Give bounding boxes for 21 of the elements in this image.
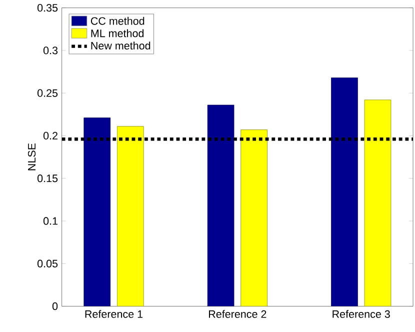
x-tick-label: Reference 1 (85, 310, 143, 318)
y-tick-label: 0.3 (43, 46, 58, 54)
bar (116, 126, 144, 306)
bar (207, 104, 234, 306)
legend-label: ML method (91, 29, 144, 38)
y-tick-label: 0.25 (37, 89, 58, 98)
y-axis-title: NLSE (28, 144, 36, 170)
bar (364, 100, 392, 306)
bar (240, 130, 268, 306)
bar (331, 78, 358, 306)
bar (84, 118, 111, 306)
y-tick-label: 0.35 (37, 4, 58, 12)
legend-label: CC method (90, 17, 144, 25)
y-tick-label: 0 (52, 302, 58, 310)
x-tick-label: Reference 2 (209, 310, 266, 318)
y-tick-label: 0.05 (37, 260, 58, 268)
y-tick-label: 0.15 (37, 174, 58, 182)
y-tick-label: 0.1 (43, 217, 58, 225)
legend-label: New method (91, 42, 150, 50)
y-tick-label: 0.2 (43, 132, 58, 140)
x-tick-label: Reference 3 (332, 310, 390, 318)
